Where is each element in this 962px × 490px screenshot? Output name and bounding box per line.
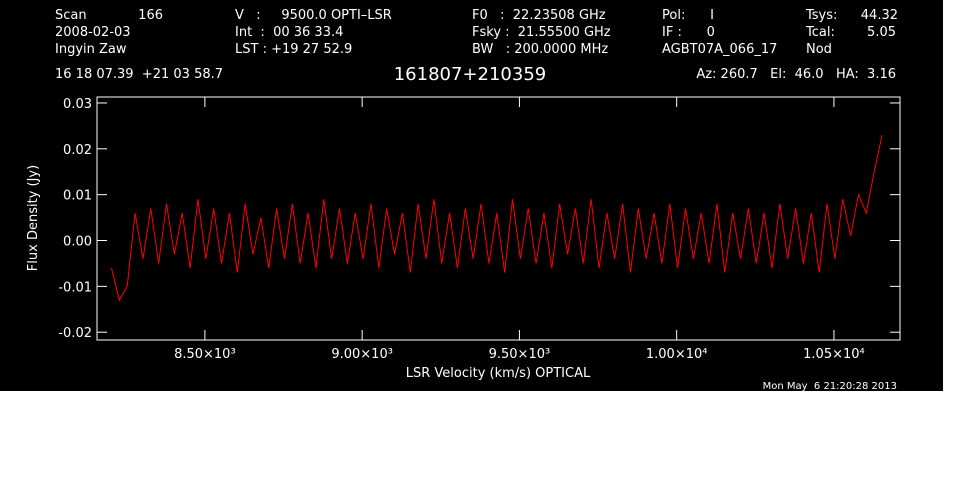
y-tick-label: 0.00 (63, 235, 92, 250)
header-text: Ingyin Zaw (55, 42, 127, 57)
x-axis-label: LSR Velocity (km/s) OPTICAL (406, 366, 591, 381)
header-text: LST : +19 27 52.9 (235, 42, 352, 57)
y-tick-label: -0.01 (58, 280, 92, 295)
x-tick-label: 1.05×10⁴ (803, 347, 865, 362)
header-text: 5.05 (867, 25, 896, 40)
header-text: Int : 00 36 33.4 (235, 25, 343, 40)
header-text: V : 9500.0 OPTI–LSR (235, 8, 392, 23)
header-text: Pol: I (662, 8, 714, 23)
header-text: 16 18 07.39 +21 03 58.7 (55, 67, 223, 82)
x-tick-label: 9.00×10³ (331, 347, 393, 362)
chart-title: 161807+210359 (394, 64, 547, 85)
header-text: Tcal: (805, 25, 835, 40)
header-text: Az: 260.7 El: 46.0 HA: 3.16 (696, 67, 896, 82)
plot-frame (96, 96, 901, 341)
spectrum-line (110, 134, 883, 302)
x-tick-label: 8.50×10³ (174, 347, 236, 362)
header-text: Tsys: (805, 8, 837, 23)
y-tick-label: 0.02 (63, 143, 92, 158)
header-text: Scan (55, 8, 87, 23)
y-tick-label: 0.01 (63, 189, 92, 204)
header-text: F0 : 22.23508 GHz (472, 8, 606, 23)
header-text: 44.32 (861, 8, 898, 23)
plot-background (0, 0, 943, 391)
y-tick-label: -0.02 (58, 326, 92, 341)
header-text: IF : 0 (662, 25, 715, 40)
x-tick-label: 1.00×10⁴ (646, 347, 708, 362)
header-text: BW : 200.0000 MHz (472, 42, 608, 57)
header-text: Nod (806, 42, 832, 57)
header-text: 2008-02-03 (55, 25, 131, 40)
x-tick-label: 9.50×10³ (489, 347, 551, 362)
header-text: 166 (138, 8, 163, 23)
y-axis-label: Flux Density (Jy) (26, 165, 41, 271)
timestamp: Mon May 6 21:20:28 2013 (763, 381, 897, 392)
y-tick-label: 0.03 (63, 97, 92, 112)
header-text: AGBT07A_066_17 (662, 42, 777, 57)
header-text: Fsky : 21.55500 GHz (472, 25, 611, 40)
